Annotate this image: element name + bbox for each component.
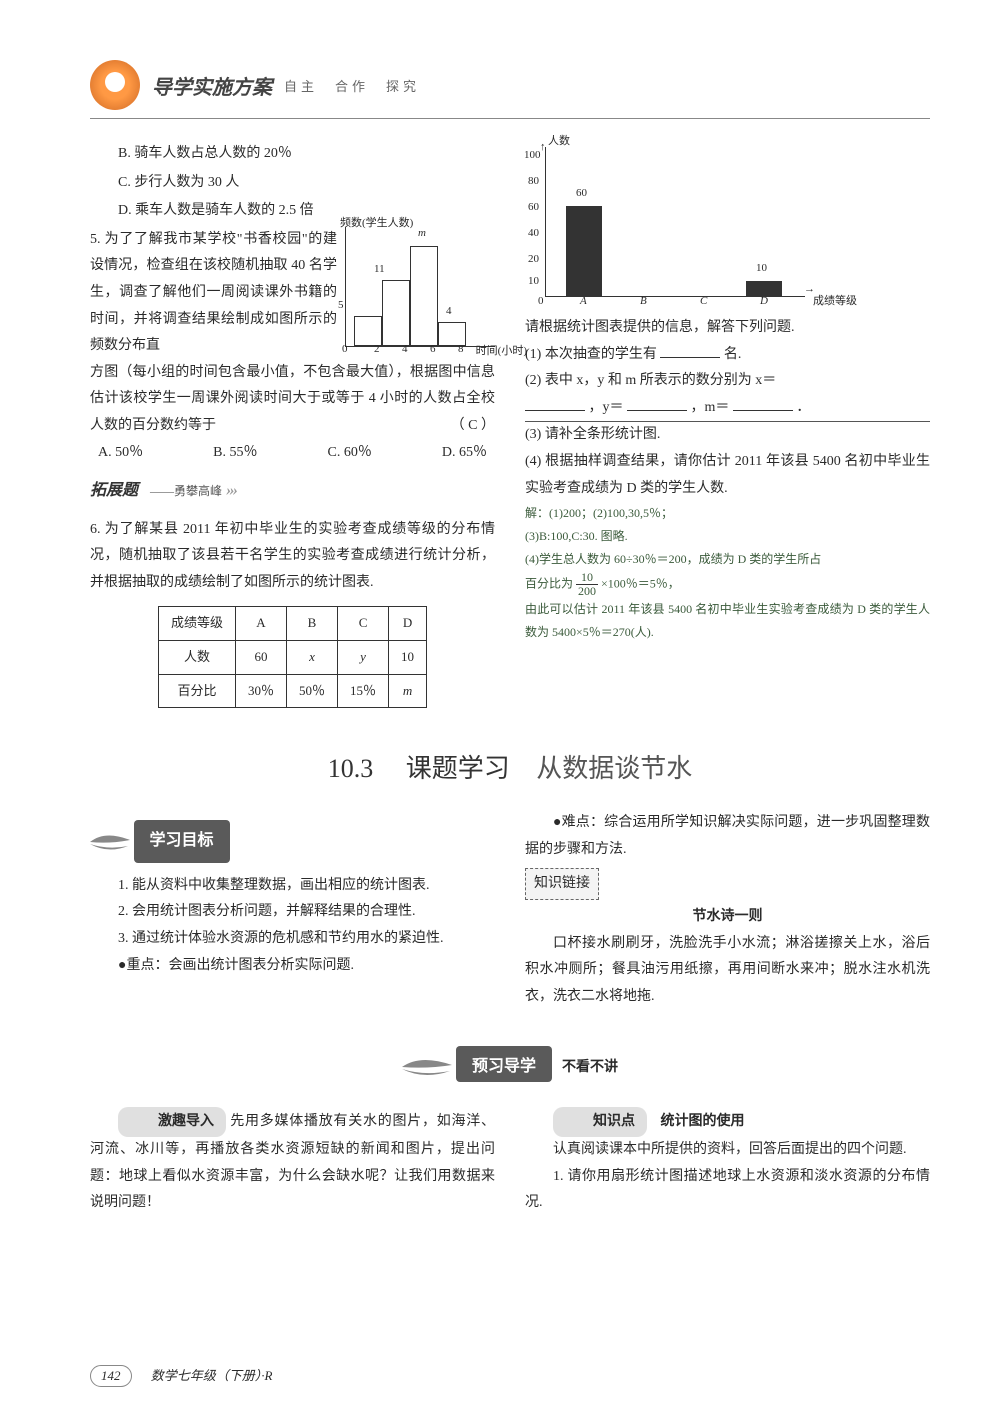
bar-chart: 人数 ↑ → 100 80 60 40 20 10 0 60 10 A B C … xyxy=(545,147,805,297)
lower-left: 学习目标 1. 能从资料中收集整理数据，画出相应的统计图表. 2. 会用统计图表… xyxy=(90,810,495,1010)
preview-banner: 预习导学 xyxy=(456,1046,552,1082)
page-header: 导学实施方案 自主 合作 探究 xyxy=(90,60,930,119)
answer-1: 解：(1)200；(2)100,30,5％； xyxy=(525,502,930,525)
q6-text: 6. 为了解某县 2011 年初中毕业生的实验考查成绩等级的分布情况，随机抽取了… xyxy=(90,517,495,597)
opt-a: A. 50％ xyxy=(98,440,143,467)
q5-text-2: 方图（每小组的时间包含最小值，不包含最大值），根据图中信息估计该校学生一周课外阅… xyxy=(90,360,495,440)
knowledge-link-box: 知识链接 xyxy=(525,868,599,901)
difficulty: ●难点：综合运用所学知识解决实际问题，进一步巩固整理数据的步骤和方法. xyxy=(525,810,930,863)
blank[interactable] xyxy=(660,344,720,358)
sub-q2: (2) 表中 x，y 和 m 所表示的数分别为 x＝ xyxy=(525,368,930,395)
poem-title: 节水诗一则 xyxy=(525,904,930,931)
preview-right: 知识点 统计图的使用 认真阅读课本中所提供的资料，回答后面提出的四个问题. 1.… xyxy=(525,1107,930,1217)
option-b: B. 骑车人数占总人数的 20％ xyxy=(90,141,495,168)
chart-ylabel: 人数 xyxy=(548,131,570,152)
goal-2: 2. 会用统计图表分析问题，并解释结果的合理性. xyxy=(90,899,495,926)
goals-banner-row: 学习目标 xyxy=(90,810,495,872)
chapter-title: 10.3 课题学习 从数据谈节水 xyxy=(90,748,930,785)
footer-text: 数学七年级（下册）·R xyxy=(151,1368,273,1383)
answer-3b: 百分比为 10 200 ×100％＝5％， xyxy=(525,571,930,598)
lower-right: ●难点：综合运用所学知识解决实际问题，进一步巩固整理数据的步骤和方法. 知识链接… xyxy=(525,810,930,1010)
lower-content: 学习目标 1. 能从资料中收集整理数据，画出相应的统计图表. 2. 会用统计图表… xyxy=(90,810,930,1010)
answer-2: (3)B:100,C:30. 图略. xyxy=(525,525,930,548)
knowledge-pill: 知识点 xyxy=(553,1107,647,1138)
left-column: B. 骑车人数占总人数的 20％ C. 步行人数为 30 人 D. 乘车人数是骑… xyxy=(90,139,495,718)
q5-options: A. 50％ B. 55％ C. 60％ D. 65％ xyxy=(90,440,495,467)
wing-icon xyxy=(90,830,130,854)
option-c: C. 步行人数为 30 人 xyxy=(90,170,495,197)
sub-q3: (3) 请补全条形统计图. xyxy=(525,422,930,449)
q-intro: 请根据统计图表提供的信息，解答下列问题. xyxy=(525,315,930,342)
hist-ylabel: 频数(学生人数) xyxy=(340,213,413,234)
page-number: 142 xyxy=(90,1365,132,1387)
knowledge-point-row: 知识点 统计图的使用 xyxy=(525,1107,930,1138)
page-footer: 142 数学七年级（下册）·R xyxy=(90,1365,272,1387)
header-subtitle: 自主 合作 探究 xyxy=(284,76,420,95)
sub-q1: (1) 本次抽查的学生有 名. xyxy=(525,342,930,369)
opt-d: D. 65％ xyxy=(442,440,487,467)
opt-c: C. 60％ xyxy=(328,440,372,467)
fraction: 10 200 xyxy=(576,571,598,598)
kp-q1: 1. 请你用扇形统计图描述地球上水资源和淡水资源的分布情况. xyxy=(525,1164,930,1217)
chart-xlabel: 成绩等级 xyxy=(813,291,857,312)
poem-text: 口杯接水刷刷牙，洗脸洗手小水流；淋浴搓擦关上水，浴后积水冲厕所；餐具油污用纸擦，… xyxy=(525,931,930,1011)
kp-text: 认真阅读课本中所提供的资料，回答后面提出的四个问题. xyxy=(525,1137,930,1164)
answer-3a: (4)学生总人数为 60÷30％＝200，成绩为 D 类的学生所占 xyxy=(525,548,930,571)
goal-1: 1. 能从资料中收集整理数据，画出相应的统计图表. xyxy=(90,873,495,900)
hist-xlabel: 时间(小时) xyxy=(476,341,527,362)
goals-banner: 学习目标 xyxy=(134,820,230,862)
right-column: 人数 ↑ → 100 80 60 40 20 10 0 60 10 A B C … xyxy=(525,139,930,718)
histogram-q5: 频数(学生人数) 时间(小时) 5 11 m 4 0 2 4 6 8 xyxy=(345,227,495,347)
extension-title: 拓展题 ——勇攀高峰 ››› xyxy=(90,476,495,506)
preview-sub: 不看不讲 xyxy=(562,1060,618,1075)
preview-content: 激趣导入 先用多媒体播放有关水的图片，如海洋、河流、冰川等，再播放各类水资源短缺… xyxy=(90,1107,930,1217)
answer-4: 由此可以估计 2011 年该县 5400 名初中毕业生实验考查成绩为 D 类的学… xyxy=(525,598,930,644)
upper-content: B. 骑车人数占总人数的 20％ C. 步行人数为 30 人 D. 乘车人数是骑… xyxy=(90,139,930,718)
option-d: D. 乘车人数是骑车人数的 2.5 倍 xyxy=(90,198,495,225)
arrows-icon: ››› xyxy=(226,482,236,499)
opt-b: B. 55％ xyxy=(213,440,257,467)
mascot-icon xyxy=(90,60,140,110)
sub-q4: (4) 根据抽样调查结果，请你估计 2011 年该县 5400 名初中毕业生实验… xyxy=(525,449,930,502)
key-point: ●重点：会画出统计图表分析实际问题. xyxy=(90,953,495,980)
wing-icon xyxy=(402,1054,452,1080)
intro-para: 激趣导入 先用多媒体播放有关水的图片，如海洋、河流、冰川等，再播放各类水资源短缺… xyxy=(90,1107,495,1217)
preview-left: 激趣导入 先用多媒体播放有关水的图片，如海洋、河流、冰川等，再播放各类水资源短缺… xyxy=(90,1107,495,1217)
goal-3: 3. 通过统计体验水资源的危机感和节约用水的紧迫性. xyxy=(90,926,495,953)
intro-pill: 激趣导入 xyxy=(118,1107,226,1138)
header-title: 导学实施方案 xyxy=(152,71,272,100)
preview-banner-row: 预习导学 不看不讲 xyxy=(90,1036,930,1092)
grade-table: 成绩等级 A B C D 人数 60 x y 10 百分比 30％ 50％ 15… xyxy=(158,606,427,708)
q5-answer-mark: （ C ） xyxy=(451,413,495,440)
